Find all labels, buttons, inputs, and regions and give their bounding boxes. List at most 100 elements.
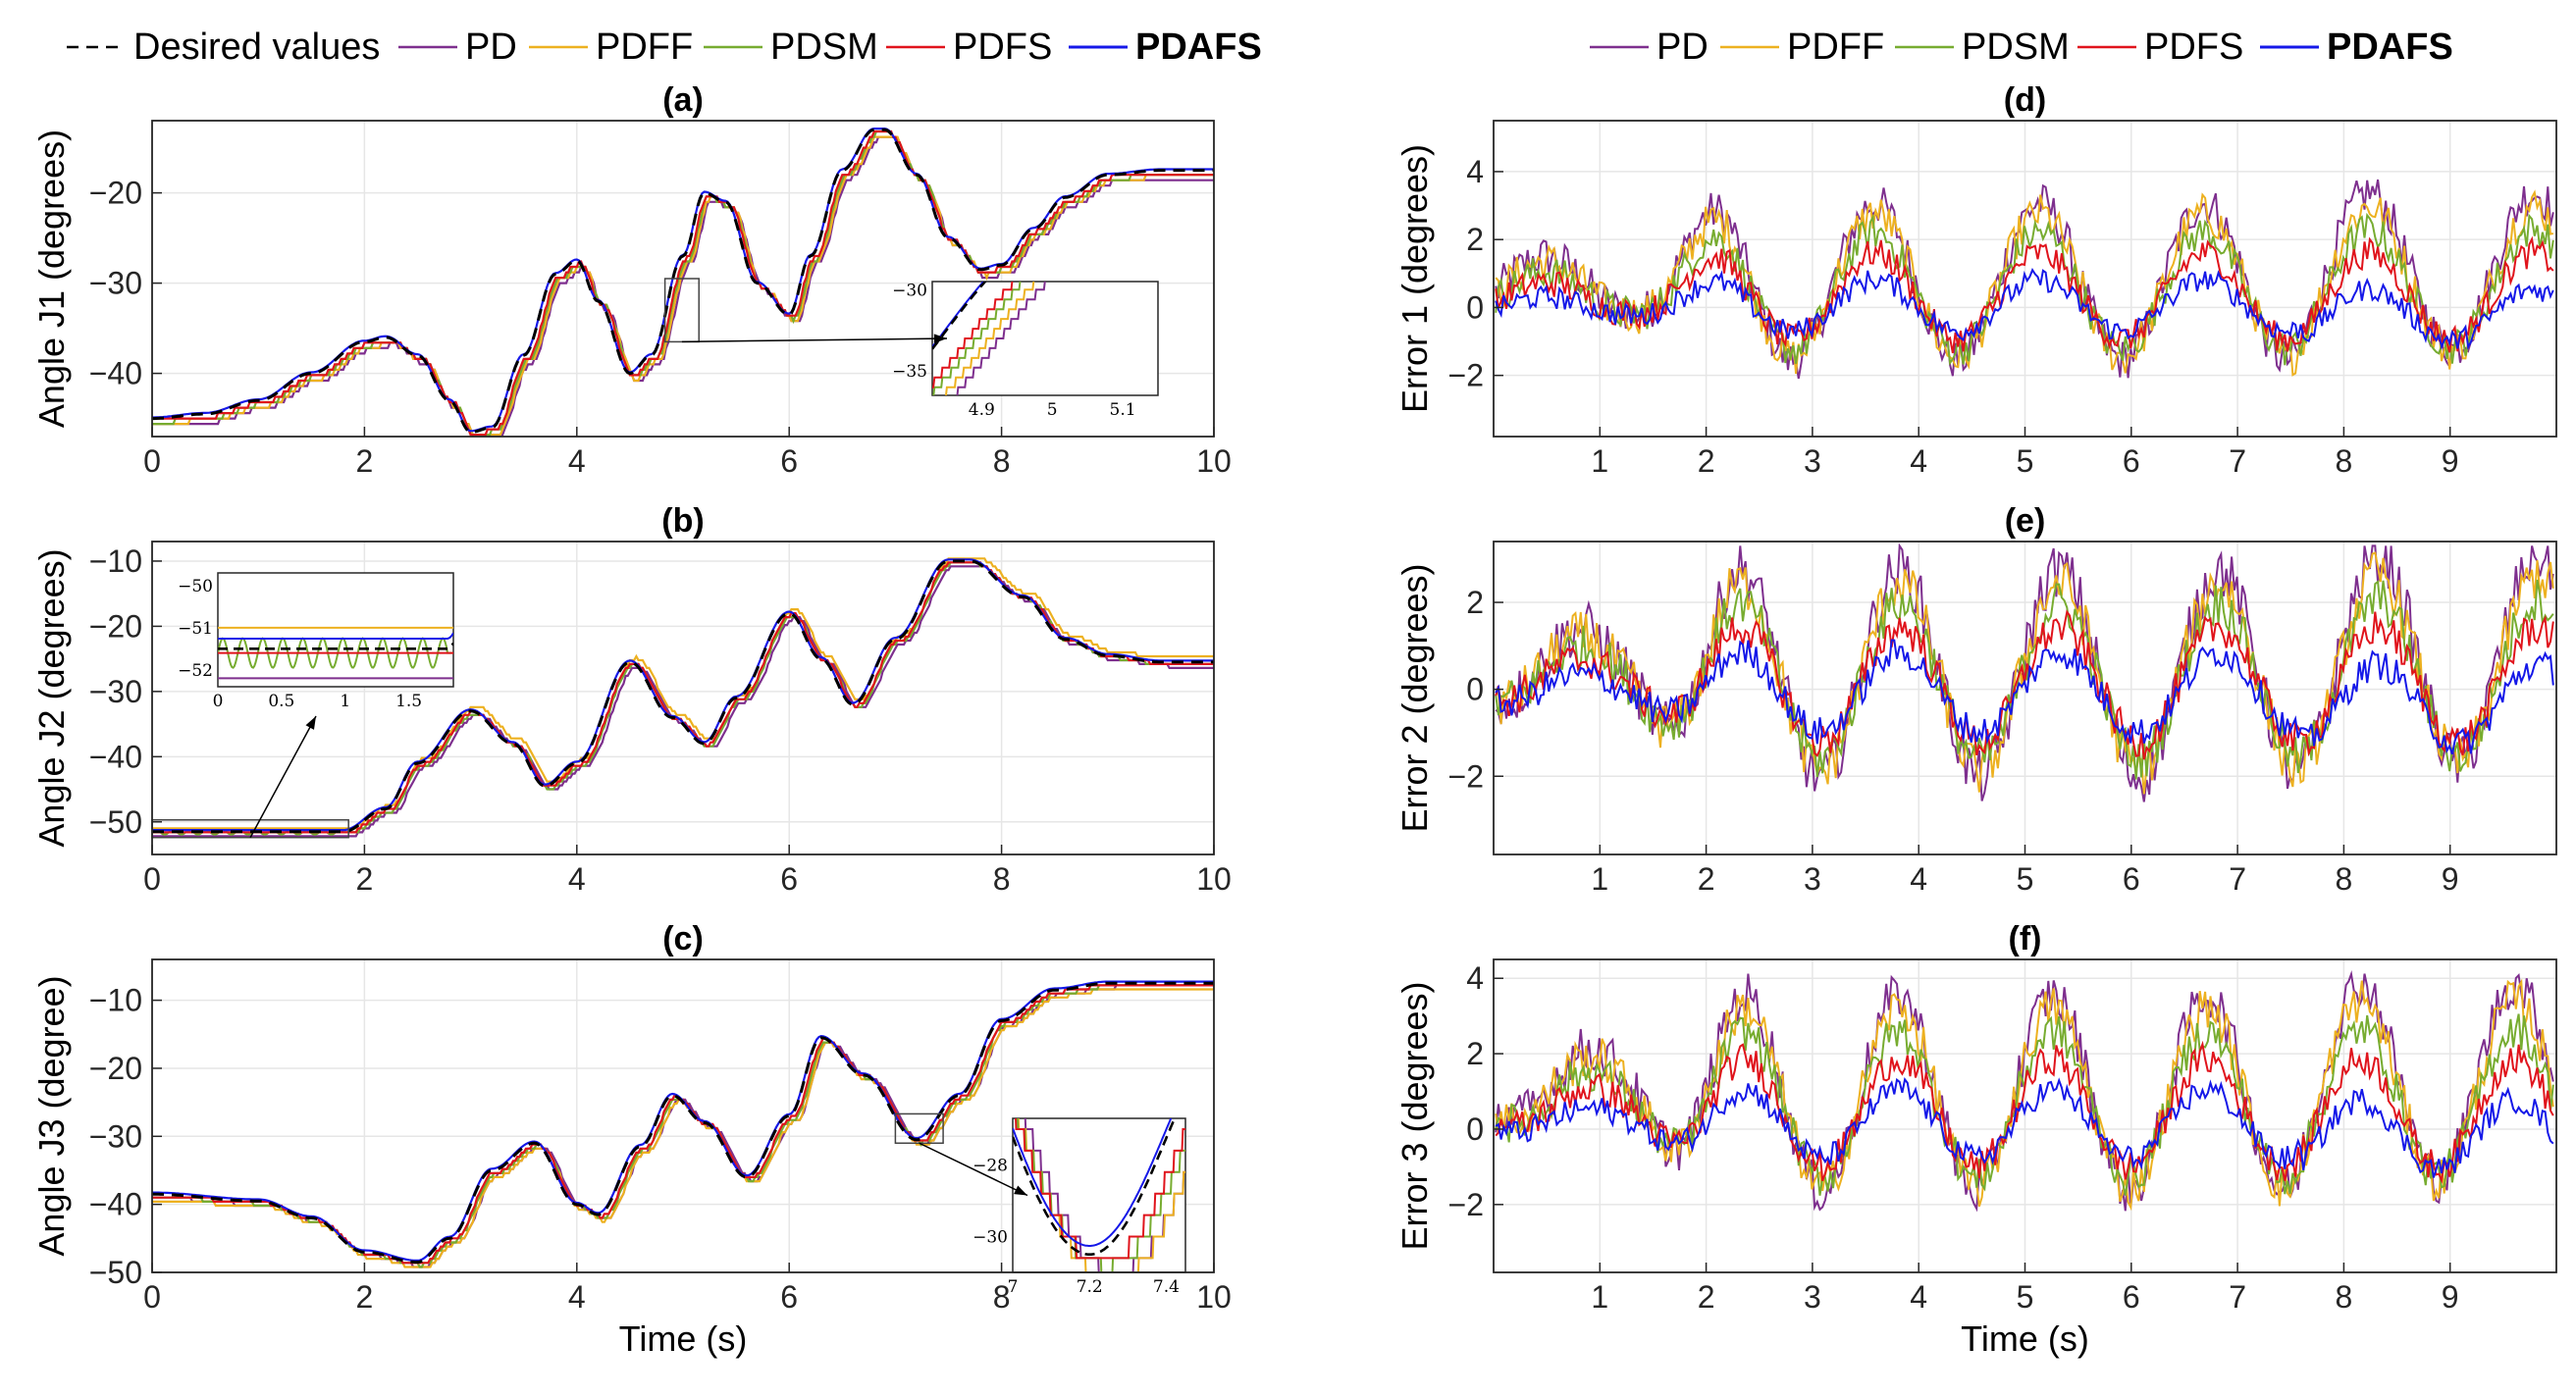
y-tick-label: −20 xyxy=(89,176,142,211)
x-tick-label: 10 xyxy=(1196,861,1232,897)
zoom-arrow-head xyxy=(1014,1185,1027,1196)
y-tick-label: 0 xyxy=(1466,289,1484,325)
zoom-series-group xyxy=(1013,1118,1185,1272)
legend-label: PDSM xyxy=(1962,26,2070,68)
x-tick-label: 7 xyxy=(2229,443,2246,479)
x-tick-label: 8 xyxy=(993,861,1011,897)
x-tick-label: 0 xyxy=(143,1279,161,1315)
series-line-pdff xyxy=(152,557,1214,830)
zoom-line-pd xyxy=(956,282,1046,395)
series-group xyxy=(1495,970,2554,1213)
y-axis-label: Error 3 (degrees) xyxy=(1394,981,1435,1250)
series-line-pdff xyxy=(1495,978,2554,1212)
zoom-x-tick-label: 0 xyxy=(213,692,224,711)
legend-label: PDFF xyxy=(596,26,693,68)
zoom-line-pdsm xyxy=(218,637,453,669)
zoom-inset-frame xyxy=(217,572,454,688)
panel-b: 0 0.5 1 1.5−52−51−500 2 4 6 8 10−50−40−30−20−10(… xyxy=(31,502,1232,897)
x-tick-label: 1 xyxy=(1591,861,1608,897)
zoom-line-pdsm xyxy=(932,282,1022,395)
plot-frame xyxy=(151,958,1215,1273)
panel-title: (a) xyxy=(662,81,704,119)
x-tick-label: 6 xyxy=(2123,1279,2140,1315)
zoom-x-tick-label: 7.4 xyxy=(1153,1277,1180,1297)
zoom-y-tick-label: −30 xyxy=(892,281,927,300)
x-tick-label: 7 xyxy=(2229,1279,2246,1315)
x-tick-label: 2 xyxy=(1698,861,1715,897)
zoom-y-tick-label: −35 xyxy=(892,362,927,382)
zoom-arrow xyxy=(681,337,948,343)
legend-label: PDFS xyxy=(953,26,1052,68)
zoom-x-tick-label: 5.1 xyxy=(1110,400,1136,420)
zoom-arrow xyxy=(919,1142,1028,1197)
x-tick-label: 9 xyxy=(2442,861,2459,897)
x-axis-label: Time (s) xyxy=(619,1318,748,1359)
y-tick-label: −40 xyxy=(89,1187,142,1222)
series-group xyxy=(1495,543,2554,802)
zoom-x-tick-label: 5 xyxy=(1047,400,1058,420)
y-tick-label: −30 xyxy=(89,266,142,301)
zoom-arrow-head xyxy=(305,716,316,730)
zoom-y-tick-label: −28 xyxy=(973,1156,1008,1175)
y-tick-label: 4 xyxy=(1466,154,1484,189)
series-group xyxy=(1495,179,2554,380)
panel-c: 7 7.2 7.4 −30 −28 0 2 4 6 8 10 −50 −40 −30 −20 −10 (c) An… xyxy=(31,920,1232,1359)
x-tick-label: 8 xyxy=(2336,861,2353,897)
x-tick-label: 5 xyxy=(2017,861,2034,897)
plot-frame xyxy=(151,541,1215,855)
y-tick-label: −30 xyxy=(89,1118,142,1154)
x-tick-label: 3 xyxy=(1804,443,1821,479)
plot-frame xyxy=(151,120,1215,438)
series-line-pdfs xyxy=(152,129,1214,437)
y-tick-label: −2 xyxy=(1448,758,1484,794)
x-tick-label: 10 xyxy=(1196,443,1232,479)
zoom-y-tick-label: −30 xyxy=(973,1227,1008,1247)
x-tick-label: 6 xyxy=(2123,861,2140,897)
zoom-y-tick-label: −52 xyxy=(178,661,213,681)
legend-left: Desired values PD PDFF PDSM PDFS PDAFS xyxy=(67,26,1262,68)
zoom-arrow-head xyxy=(933,334,947,343)
panel-f: 1 2 3 4 5 6 7 8 9 −2 0 2 4 (f) Error 3 (degrees) Time (… xyxy=(1394,920,2557,1359)
series-line-pdfs xyxy=(1495,235,2554,354)
panel-title: (b) xyxy=(661,502,704,540)
y-tick-label: 2 xyxy=(1466,222,1484,257)
zoom-line-pdafs xyxy=(1013,1118,1173,1247)
y-tick-label: 0 xyxy=(1466,1112,1484,1147)
legend-right: PD PDFF PDSM PDFS PDAFS xyxy=(1590,26,2453,68)
zoom-x-tick-label: 4.9 xyxy=(969,400,995,420)
x-tick-label: 3 xyxy=(1804,861,1821,897)
x-tick-label: 6 xyxy=(780,861,798,897)
panel-title: (d) xyxy=(2004,81,2046,119)
series-line-desired xyxy=(152,128,1214,434)
zoom-x-tick-label: 0.5 xyxy=(268,692,294,711)
x-tick-label: 6 xyxy=(780,443,798,479)
x-tick-label: 0 xyxy=(143,861,161,897)
legend-label: PDFF xyxy=(1787,26,1884,68)
x-tick-label: 8 xyxy=(2336,1279,2353,1315)
y-axis-label: Angle J1 (degrees) xyxy=(31,129,72,428)
x-axis-label: Time (s) xyxy=(1961,1318,2089,1359)
series-line-pd xyxy=(152,135,1214,437)
series-line-pdff xyxy=(1495,551,2554,795)
x-tick-label: 4 xyxy=(1910,1279,1927,1315)
zoom-inset-frame xyxy=(1012,1117,1186,1273)
y-tick-label: −20 xyxy=(89,608,142,644)
y-tick-label: −20 xyxy=(89,1051,142,1086)
zoom-line-pdfs xyxy=(1015,1118,1185,1260)
zoom-line-pdfs xyxy=(932,282,1014,388)
y-tick-label: −50 xyxy=(89,1255,142,1290)
legend-label: PDAFS xyxy=(1135,26,1262,68)
x-tick-label: 6 xyxy=(2123,443,2140,479)
legend-label: PD xyxy=(1656,26,1709,68)
zoom-y-tick-label: −51 xyxy=(178,619,213,639)
zoom-line-pdff xyxy=(944,282,1035,395)
zoom-line-pdafs xyxy=(218,632,453,640)
zoom-x-tick-label: 7 xyxy=(1008,1277,1019,1297)
y-tick-label: −2 xyxy=(1448,1187,1484,1222)
series-line-pdsm xyxy=(1495,579,2554,780)
series-line-pdafs xyxy=(1495,268,2554,350)
x-tick-label: 4 xyxy=(568,861,586,897)
x-tick-label: 4 xyxy=(1910,861,1927,897)
y-axis-label: Error 1 (degrees) xyxy=(1394,144,1435,413)
